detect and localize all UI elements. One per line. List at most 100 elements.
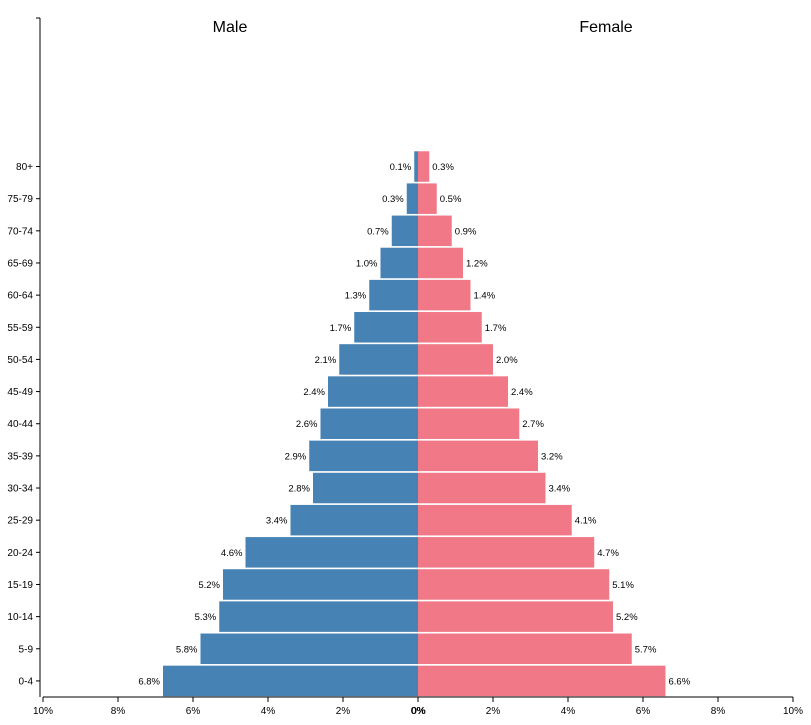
female-bar-80+ xyxy=(418,151,430,182)
male-bar-75-79 xyxy=(406,183,418,214)
y-tick-label-5-9: 5-9 xyxy=(19,644,34,655)
male-bar-35-39 xyxy=(309,440,418,472)
male-bar-5-9 xyxy=(200,633,418,665)
x-tick-label-2: 2% xyxy=(486,706,501,717)
x-tick-label-6: 6% xyxy=(636,706,651,717)
female-value-label-30-34: 3.4% xyxy=(549,484,571,495)
x-tick-label-male-0: 0% xyxy=(411,706,426,717)
female-value-label-50-54: 2.0% xyxy=(496,355,518,366)
female-value-label-35-39: 3.2% xyxy=(541,451,563,462)
male-title: Male xyxy=(213,19,248,36)
female-bar-35-39 xyxy=(418,440,538,472)
male-value-label-5-9: 5.8% xyxy=(176,644,198,655)
bar-labels-layer: 6.8% 6.6% 5.8% 5.7% 5.3% 5.2% 5.2% 5.1% 4.6% 4.7%… xyxy=(138,162,690,687)
y-tick-label-20-24: 20-24 xyxy=(7,548,33,559)
x-tick-label--2: 2% xyxy=(336,706,351,717)
female-bar-40-44 xyxy=(418,408,520,439)
male-bar-80+ xyxy=(414,151,418,182)
male-value-label-30-34: 2.8% xyxy=(288,484,310,495)
x-tick-label--4: 4% xyxy=(261,706,276,717)
y-tick-label-70-74: 70-74 xyxy=(7,226,33,237)
x-tick-label--8: 8% xyxy=(111,706,126,717)
y-tick-label-45-49: 45-49 xyxy=(7,387,33,398)
x-tick-label-8: 8% xyxy=(711,706,726,717)
female-value-label-70-74: 0.9% xyxy=(455,226,477,237)
bars-layer xyxy=(163,151,666,697)
female-value-label-45-49: 2.4% xyxy=(511,387,533,398)
male-value-label-55-59: 1.7% xyxy=(330,323,352,334)
female-bar-30-34 xyxy=(418,472,546,504)
female-bar-75-79 xyxy=(418,183,437,214)
male-value-label-65-69: 1.0% xyxy=(356,258,378,269)
male-value-label-20-24: 4.6% xyxy=(221,548,243,559)
male-value-label-0-4: 6.8% xyxy=(138,676,160,687)
female-value-label-80+: 0.3% xyxy=(432,162,454,173)
male-bar-55-59 xyxy=(354,312,418,343)
female-bar-45-49 xyxy=(418,376,508,407)
female-bar-50-54 xyxy=(418,344,493,375)
y-tick-label-65-69: 65-69 xyxy=(7,258,33,269)
male-bar-0-4 xyxy=(163,665,418,697)
x-tick-label-10: 10% xyxy=(783,706,803,717)
y-tick-label-35-39: 35-39 xyxy=(7,451,33,462)
x-tick-label-female-0: 0% xyxy=(411,706,426,717)
x-axis: 10% 8% 6% 4% 2% 0%0% 2% 4% 6% 8% 10% xyxy=(33,696,803,717)
y-tick-label-15-19: 15-19 xyxy=(7,580,33,591)
male-value-label-70-74: 0.7% xyxy=(367,226,389,237)
female-bar-20-24 xyxy=(418,537,595,568)
male-value-label-40-44: 2.6% xyxy=(296,419,318,430)
female-bar-55-59 xyxy=(418,312,482,343)
male-value-label-45-49: 2.4% xyxy=(303,387,325,398)
y-tick-label-25-29: 25-29 xyxy=(7,516,33,527)
female-bar-25-29 xyxy=(418,504,572,536)
female-value-label-5-9: 5.7% xyxy=(635,644,657,655)
male-value-label-50-54: 2.1% xyxy=(315,355,337,366)
male-value-label-35-39: 2.9% xyxy=(285,451,307,462)
x-tick-label--10: 10% xyxy=(33,706,53,717)
y-tick-label-55-59: 55-59 xyxy=(7,323,33,334)
male-value-label-15-19: 5.2% xyxy=(198,580,220,591)
male-bar-45-49 xyxy=(328,376,418,407)
y-tick-label-10-14: 10-14 xyxy=(7,612,33,623)
female-bar-65-69 xyxy=(418,247,463,279)
male-value-label-75-79: 0.3% xyxy=(382,194,404,205)
y-tick-label-50-54: 50-54 xyxy=(7,355,33,366)
male-value-label-60-64: 1.3% xyxy=(345,291,367,302)
female-value-label-25-29: 4.1% xyxy=(575,516,597,527)
female-title: Female xyxy=(579,19,632,36)
female-value-label-15-19: 5.1% xyxy=(612,580,634,591)
y-axis: 0-4 5-9 10-14 15-19 20-24 25-29 30-34 35-39 40-4… xyxy=(7,17,41,697)
female-value-label-10-14: 5.2% xyxy=(616,612,638,623)
y-tick-label-0-4: 0-4 xyxy=(19,676,34,687)
male-bar-30-34 xyxy=(313,472,418,504)
x-tick-label--6: 6% xyxy=(186,706,201,717)
female-bar-60-64 xyxy=(418,279,471,311)
female-bar-70-74 xyxy=(418,215,452,247)
male-bar-20-24 xyxy=(245,537,418,568)
y-tick-label-30-34: 30-34 xyxy=(7,484,33,495)
female-value-label-0-4: 6.6% xyxy=(669,676,691,687)
x-tick-label-4: 4% xyxy=(561,706,576,717)
male-bar-65-69 xyxy=(380,247,418,279)
female-bar-15-19 xyxy=(418,569,610,600)
female-value-label-40-44: 2.7% xyxy=(522,419,544,430)
male-bar-50-54 xyxy=(339,344,418,375)
y-tick-label-60-64: 60-64 xyxy=(7,291,33,302)
female-bar-0-4 xyxy=(418,665,666,697)
male-bar-10-14 xyxy=(219,601,418,632)
male-value-label-10-14: 5.3% xyxy=(195,612,217,623)
y-tick-label-75-79: 75-79 xyxy=(7,194,33,205)
female-value-label-20-24: 4.7% xyxy=(597,548,619,559)
male-value-label-25-29: 3.4% xyxy=(266,516,288,527)
male-bar-25-29 xyxy=(290,504,418,536)
female-value-label-60-64: 1.4% xyxy=(474,291,496,302)
male-value-label-80+: 0.1% xyxy=(390,162,412,173)
female-value-label-65-69: 1.2% xyxy=(466,258,488,269)
female-bar-10-14 xyxy=(418,601,613,632)
male-bar-70-74 xyxy=(391,215,418,247)
female-bar-5-9 xyxy=(418,633,632,665)
male-bar-40-44 xyxy=(320,408,418,439)
female-value-label-55-59: 1.7% xyxy=(485,323,507,334)
y-tick-label-40-44: 40-44 xyxy=(7,419,33,430)
